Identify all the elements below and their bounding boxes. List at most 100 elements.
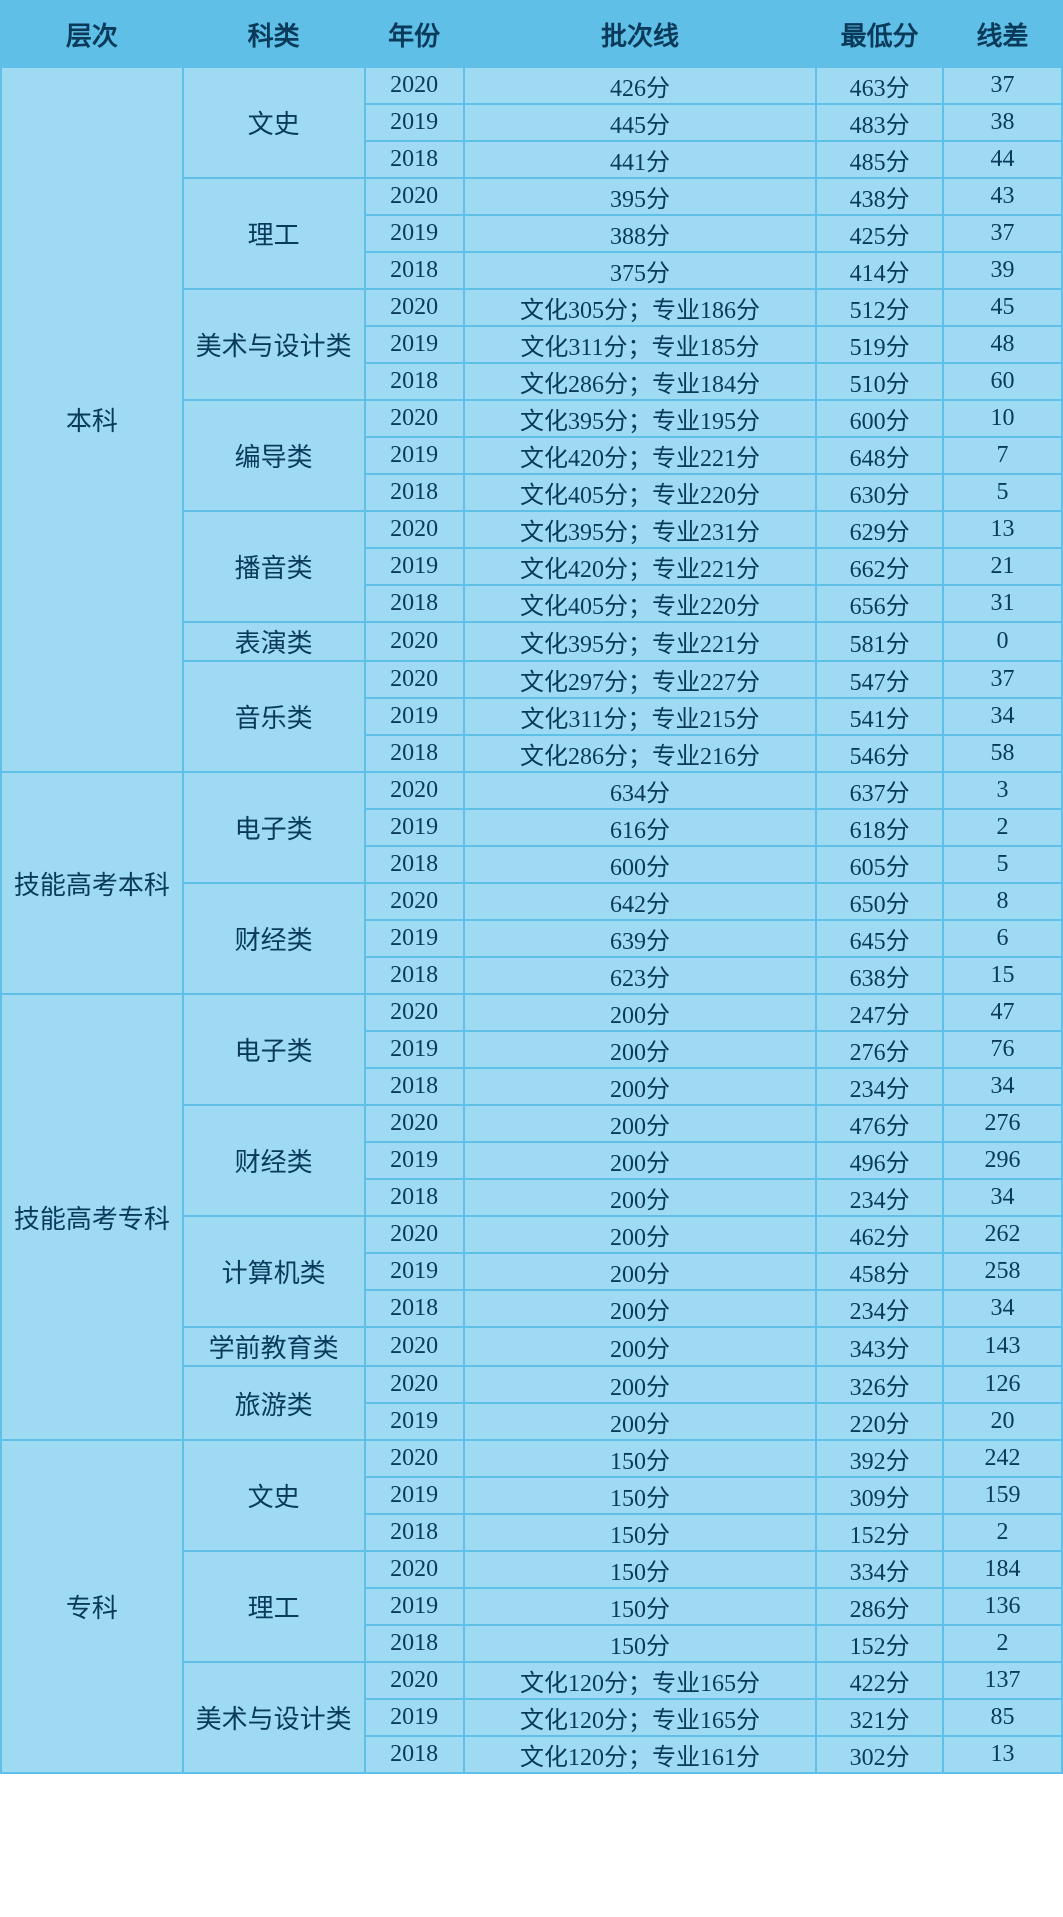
- cell-min: 462分: [816, 1216, 943, 1253]
- cell-batch: 200分: [464, 1366, 817, 1403]
- cell-subject: 美术与设计类: [183, 1662, 365, 1773]
- cell-year: 2019: [365, 326, 464, 363]
- cell-diff: 47: [943, 994, 1062, 1031]
- cell-min: 510分: [816, 363, 943, 400]
- cell-batch: 375分: [464, 252, 817, 289]
- cell-min: 234分: [816, 1068, 943, 1105]
- cell-diff: 34: [943, 1290, 1062, 1327]
- cell-year: 2019: [365, 1142, 464, 1179]
- cell-diff: 58: [943, 735, 1062, 772]
- cell-year: 2018: [365, 585, 464, 622]
- cell-diff: 13: [943, 511, 1062, 548]
- cell-diff: 276: [943, 1105, 1062, 1142]
- cell-min: 605分: [816, 846, 943, 883]
- cell-year: 2020: [365, 1551, 464, 1588]
- cell-year: 2019: [365, 1403, 464, 1440]
- cell-batch: 200分: [464, 1327, 817, 1366]
- cell-year: 2020: [365, 622, 464, 661]
- cell-min: 546分: [816, 735, 943, 772]
- cell-batch: 200分: [464, 1105, 817, 1142]
- cell-diff: 31: [943, 585, 1062, 622]
- cell-year: 2019: [365, 698, 464, 735]
- cell-subject: 编导类: [183, 400, 365, 511]
- cell-min: 618分: [816, 809, 943, 846]
- cell-batch: 文化311分；专业215分: [464, 698, 817, 735]
- cell-batch: 600分: [464, 846, 817, 883]
- cell-diff: 136: [943, 1588, 1062, 1625]
- cell-level: 专科: [1, 1440, 183, 1773]
- cell-batch: 文化120分；专业165分: [464, 1699, 817, 1736]
- cell-batch: 200分: [464, 1179, 817, 1216]
- cell-batch: 文化311分；专业185分: [464, 326, 817, 363]
- table-row: 技能高考专科电子类2020200分247分47: [1, 994, 1062, 1031]
- cell-year: 2019: [365, 1477, 464, 1514]
- cell-min: 638分: [816, 957, 943, 994]
- cell-min: 234分: [816, 1179, 943, 1216]
- cell-year: 2020: [365, 1327, 464, 1366]
- cell-batch: 文化120分；专业161分: [464, 1736, 817, 1773]
- cell-year: 2019: [365, 1588, 464, 1625]
- cell-diff: 85: [943, 1699, 1062, 1736]
- cell-batch: 文化395分；专业221分: [464, 622, 817, 661]
- cell-min: 645分: [816, 920, 943, 957]
- cell-year: 2019: [365, 920, 464, 957]
- cell-batch: 634分: [464, 772, 817, 809]
- cell-diff: 38: [943, 104, 1062, 141]
- cell-subject: 文史: [183, 1440, 365, 1551]
- cell-min: 485分: [816, 141, 943, 178]
- cell-batch: 200分: [464, 1290, 817, 1327]
- cell-min: 519分: [816, 326, 943, 363]
- cell-year: 2020: [365, 67, 464, 104]
- cell-min: 247分: [816, 994, 943, 1031]
- cell-batch: 616分: [464, 809, 817, 846]
- cell-year: 2018: [365, 1514, 464, 1551]
- cell-subject: 美术与设计类: [183, 289, 365, 400]
- cell-year: 2019: [365, 215, 464, 252]
- cell-min: 392分: [816, 1440, 943, 1477]
- cell-batch: 388分: [464, 215, 817, 252]
- header-subject: 科类: [183, 1, 365, 67]
- cell-batch: 150分: [464, 1551, 817, 1588]
- cell-batch: 445分: [464, 104, 817, 141]
- cell-diff: 37: [943, 661, 1062, 698]
- cell-batch: 文化286分；专业216分: [464, 735, 817, 772]
- cell-subject: 理工: [183, 1551, 365, 1662]
- cell-subject: 财经类: [183, 883, 365, 994]
- cell-year: 2018: [365, 846, 464, 883]
- cell-diff: 3: [943, 772, 1062, 809]
- cell-year: 2018: [365, 141, 464, 178]
- cell-year: 2020: [365, 661, 464, 698]
- cell-year: 2020: [365, 289, 464, 326]
- cell-min: 483分: [816, 104, 943, 141]
- cell-min: 629分: [816, 511, 943, 548]
- cell-batch: 200分: [464, 1068, 817, 1105]
- cell-diff: 5: [943, 846, 1062, 883]
- cell-min: 547分: [816, 661, 943, 698]
- cell-batch: 200分: [464, 1403, 817, 1440]
- cell-batch: 文化395分；专业231分: [464, 511, 817, 548]
- cell-diff: 34: [943, 1068, 1062, 1105]
- cell-diff: 76: [943, 1031, 1062, 1068]
- cell-batch: 200分: [464, 994, 817, 1031]
- cell-diff: 34: [943, 698, 1062, 735]
- cell-year: 2018: [365, 735, 464, 772]
- cell-batch: 623分: [464, 957, 817, 994]
- cell-year: 2018: [365, 1179, 464, 1216]
- cell-diff: 262: [943, 1216, 1062, 1253]
- cell-year: 2020: [365, 511, 464, 548]
- cell-subject: 音乐类: [183, 661, 365, 772]
- cell-min: 600分: [816, 400, 943, 437]
- cell-min: 541分: [816, 698, 943, 735]
- cell-year: 2018: [365, 1290, 464, 1327]
- header-min: 最低分: [816, 1, 943, 67]
- cell-batch: 文化420分；专业221分: [464, 437, 817, 474]
- cell-min: 234分: [816, 1290, 943, 1327]
- cell-year: 2020: [365, 1662, 464, 1699]
- cell-year: 2020: [365, 178, 464, 215]
- cell-year: 2020: [365, 1105, 464, 1142]
- cell-diff: 2: [943, 809, 1062, 846]
- cell-diff: 48: [943, 326, 1062, 363]
- header-year: 年份: [365, 1, 464, 67]
- cell-year: 2020: [365, 1216, 464, 1253]
- cell-min: 302分: [816, 1736, 943, 1773]
